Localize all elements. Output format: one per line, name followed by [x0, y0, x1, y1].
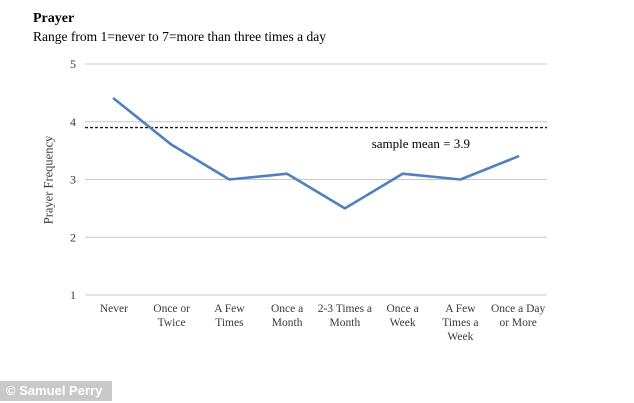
reference-line-label: sample mean = 3.9: [372, 136, 470, 151]
x-tick-label-3: Once a Month: [271, 303, 304, 329]
chart-subtitle: Range from 1=never to 7=more than three …: [33, 29, 327, 44]
y-tick-label-2: 2: [70, 230, 76, 244]
y-tick-label-1: 1: [70, 288, 76, 302]
x-tick-label-7: Once a Day or More: [490, 303, 546, 329]
x-tick-label-2: A Few Times: [214, 303, 245, 329]
watermark-credit: © Samuel Perry: [0, 381, 113, 401]
data-line-prayer-frequency: [112, 97, 520, 210]
y-tick-label-5: 5: [70, 57, 76, 71]
y-tick-label-3: 3: [70, 173, 76, 187]
x-tick-label-0: Never: [99, 303, 128, 315]
y-tick-label-4: 4: [70, 115, 76, 129]
x-tick-label-5: Once a Week: [386, 303, 419, 329]
chart-title: Prayer: [33, 11, 75, 26]
x-tick-label-6: A Few Times a Week: [442, 303, 479, 343]
x-tick-label-1: Once or Twice: [153, 303, 190, 329]
x-tick-label-4: 2-3 Times a Month: [317, 303, 373, 329]
